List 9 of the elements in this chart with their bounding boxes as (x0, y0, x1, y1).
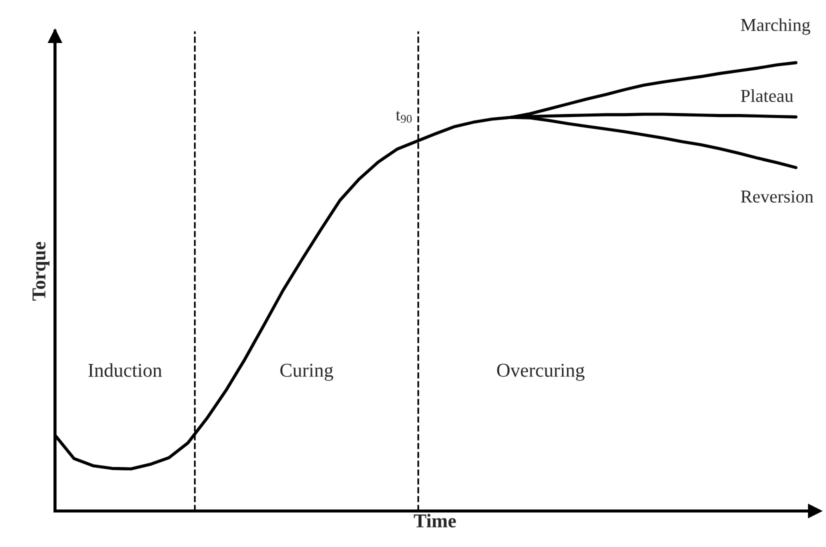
annotation: Overcuring (497, 364, 584, 381)
y-axis-title: Torque (32, 242, 50, 301)
series-label: Marching (740, 18, 810, 35)
annotation: Induction (88, 363, 162, 377)
annotation: Curing (280, 364, 334, 381)
series-label: Plateau (740, 89, 794, 102)
x-axis-title: Time (414, 514, 456, 528)
annotation: t$_{90}$ (396, 110, 412, 123)
series-label: Reversion (740, 190, 814, 203)
